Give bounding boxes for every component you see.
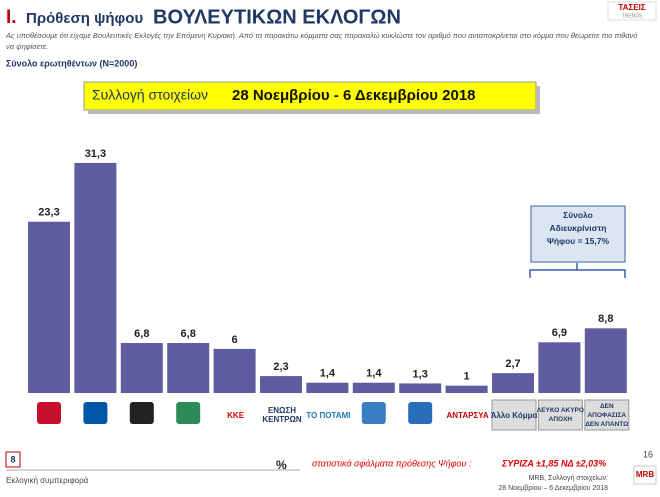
- party-logo: [83, 402, 108, 424]
- value-label: 6,9: [552, 327, 567, 339]
- party-logo: [129, 402, 154, 424]
- category-box: [537, 399, 583, 431]
- bar: [584, 328, 627, 393]
- party-logo: [176, 402, 201, 424]
- period-box: [83, 81, 537, 111]
- party-logo: [408, 402, 433, 424]
- error-values: ΣΥΡΙΖΑ ±1,85 ΝΔ ±2,03%: [501, 458, 606, 468]
- annotation: Σύνολο Αδιευκρίνιστη Ψήφου = 15,7%: [546, 210, 610, 246]
- category-label: ΔΕΝ ΑΠΟΦΑΣΙΣΑ ΔΕΝ ΑΠΑΝΤΩ: [585, 402, 629, 428]
- bar: [399, 383, 442, 393]
- annotation-wrap: Σύνολο Αδιευκρίνιστη Ψήφου = 15,7%: [546, 210, 610, 246]
- period-dates: 28 Νοεμβρίου - 6 Δεκεμβρίου 2018: [232, 87, 476, 104]
- category-wrap: ΤΟ ΠΟΤΑΜΙ: [306, 410, 351, 420]
- error-label: στατιστικά σφάλματα πρόθεσης Ψήφου :: [312, 458, 472, 468]
- category-label: Άλλο Κόμμα: [490, 410, 538, 420]
- bar: [352, 382, 395, 393]
- category-box: [584, 399, 630, 431]
- page-box: [5, 451, 21, 468]
- value-label: 6: [232, 334, 238, 346]
- section: Εκλογική συμπεριφορά: [6, 476, 89, 485]
- brand-logo: [607, 1, 657, 21]
- value-label: 1,4: [366, 368, 382, 380]
- mrb-logo: [633, 465, 657, 485]
- period-label: Συλλογή στοιχείων: [92, 87, 208, 103]
- bar: [74, 162, 117, 393]
- period-shadow: [536, 86, 540, 114]
- value-label: 6,8: [181, 328, 196, 340]
- category-wrap: Άλλο Κόμμα: [490, 410, 538, 420]
- value-label: 1,4: [320, 368, 336, 380]
- source: MRB, Συλλογή στοιχείων:: [529, 474, 608, 482]
- value-label: 2,3: [273, 361, 288, 373]
- brand-top: ΤΑΣΕΙΣ: [618, 3, 645, 12]
- unit: %: [276, 458, 287, 472]
- value-label: 31,3: [85, 148, 106, 160]
- value-label: 1,3: [413, 368, 428, 380]
- value-label: 1: [464, 371, 470, 383]
- value-label: 2,7: [505, 358, 520, 370]
- bracket: [529, 263, 626, 278]
- title-number: Ι.: [6, 7, 17, 28]
- sample: Σύνολο ερωτηθέντων (N=2000): [6, 58, 137, 68]
- title-small: Πρόθεση ψήφου: [26, 10, 143, 27]
- category-label: ΑΝΤΑΡΣΥΑ: [446, 410, 489, 420]
- category-wrap: ΛΕΥΚΟ ΑΚΥΡΟ ΑΠΟΧΗ: [536, 407, 584, 423]
- category-label: ΕΝΩΣΗ ΚΕΝΤΡΩΝ: [262, 406, 302, 424]
- bar: [120, 343, 163, 393]
- question-box: Ας υποθέσουμε ότι είχαμε Βουλευτικές Εκλ…: [6, 31, 638, 51]
- value-label: 8,8: [598, 313, 613, 325]
- category-wrap: ΚΚΕ: [227, 410, 245, 420]
- bar: [28, 221, 70, 393]
- source-dates: 28 Νοεμβρίου – 6 Δεκεμβρίου 2018: [498, 484, 608, 492]
- party-logo: [37, 402, 61, 424]
- category-label: ΤΟ ΠΟΤΑΜΙ: [306, 410, 351, 420]
- brand-bottom: TRENDS: [622, 13, 643, 19]
- page-number: 8: [10, 454, 15, 464]
- value-label: 23,3: [38, 207, 59, 219]
- category-label: ΛΕΥΚΟ ΑΚΥΡΟ ΑΠΟΧΗ: [536, 407, 584, 423]
- category-wrap: ΑΝΤΑΡΣΥΑ: [446, 410, 489, 420]
- bar: [167, 343, 210, 393]
- bar: [306, 382, 349, 393]
- category-wrap: ΔΕΝ ΑΠΟΦΑΣΙΣΑ ΔΕΝ ΑΠΑΝΤΩ: [585, 402, 629, 428]
- category-wrap: ΕΝΩΣΗ ΚΕΝΤΡΩΝ: [262, 406, 302, 424]
- bar: [260, 376, 302, 393]
- annotation-box: [530, 205, 626, 263]
- mrb: MRB: [636, 470, 654, 479]
- title-big: ΒΟΥΛΕΥΤΙΚΩΝ ΕΚΛΟΓΩΝ: [153, 6, 401, 28]
- category-label: ΚΚΕ: [227, 410, 245, 420]
- category-box: [491, 399, 537, 431]
- bar: [492, 373, 534, 393]
- value-label: 6,8: [134, 328, 149, 340]
- bar: [538, 342, 581, 393]
- bar: [213, 348, 256, 393]
- question: Ας υποθέσουμε ότι είχαμε Βουλευτικές Εκλ…: [6, 31, 638, 51]
- party-logo: [361, 402, 386, 424]
- period-shadow: [88, 110, 540, 114]
- bar: [445, 385, 488, 393]
- slide-number: 16: [643, 449, 653, 459]
